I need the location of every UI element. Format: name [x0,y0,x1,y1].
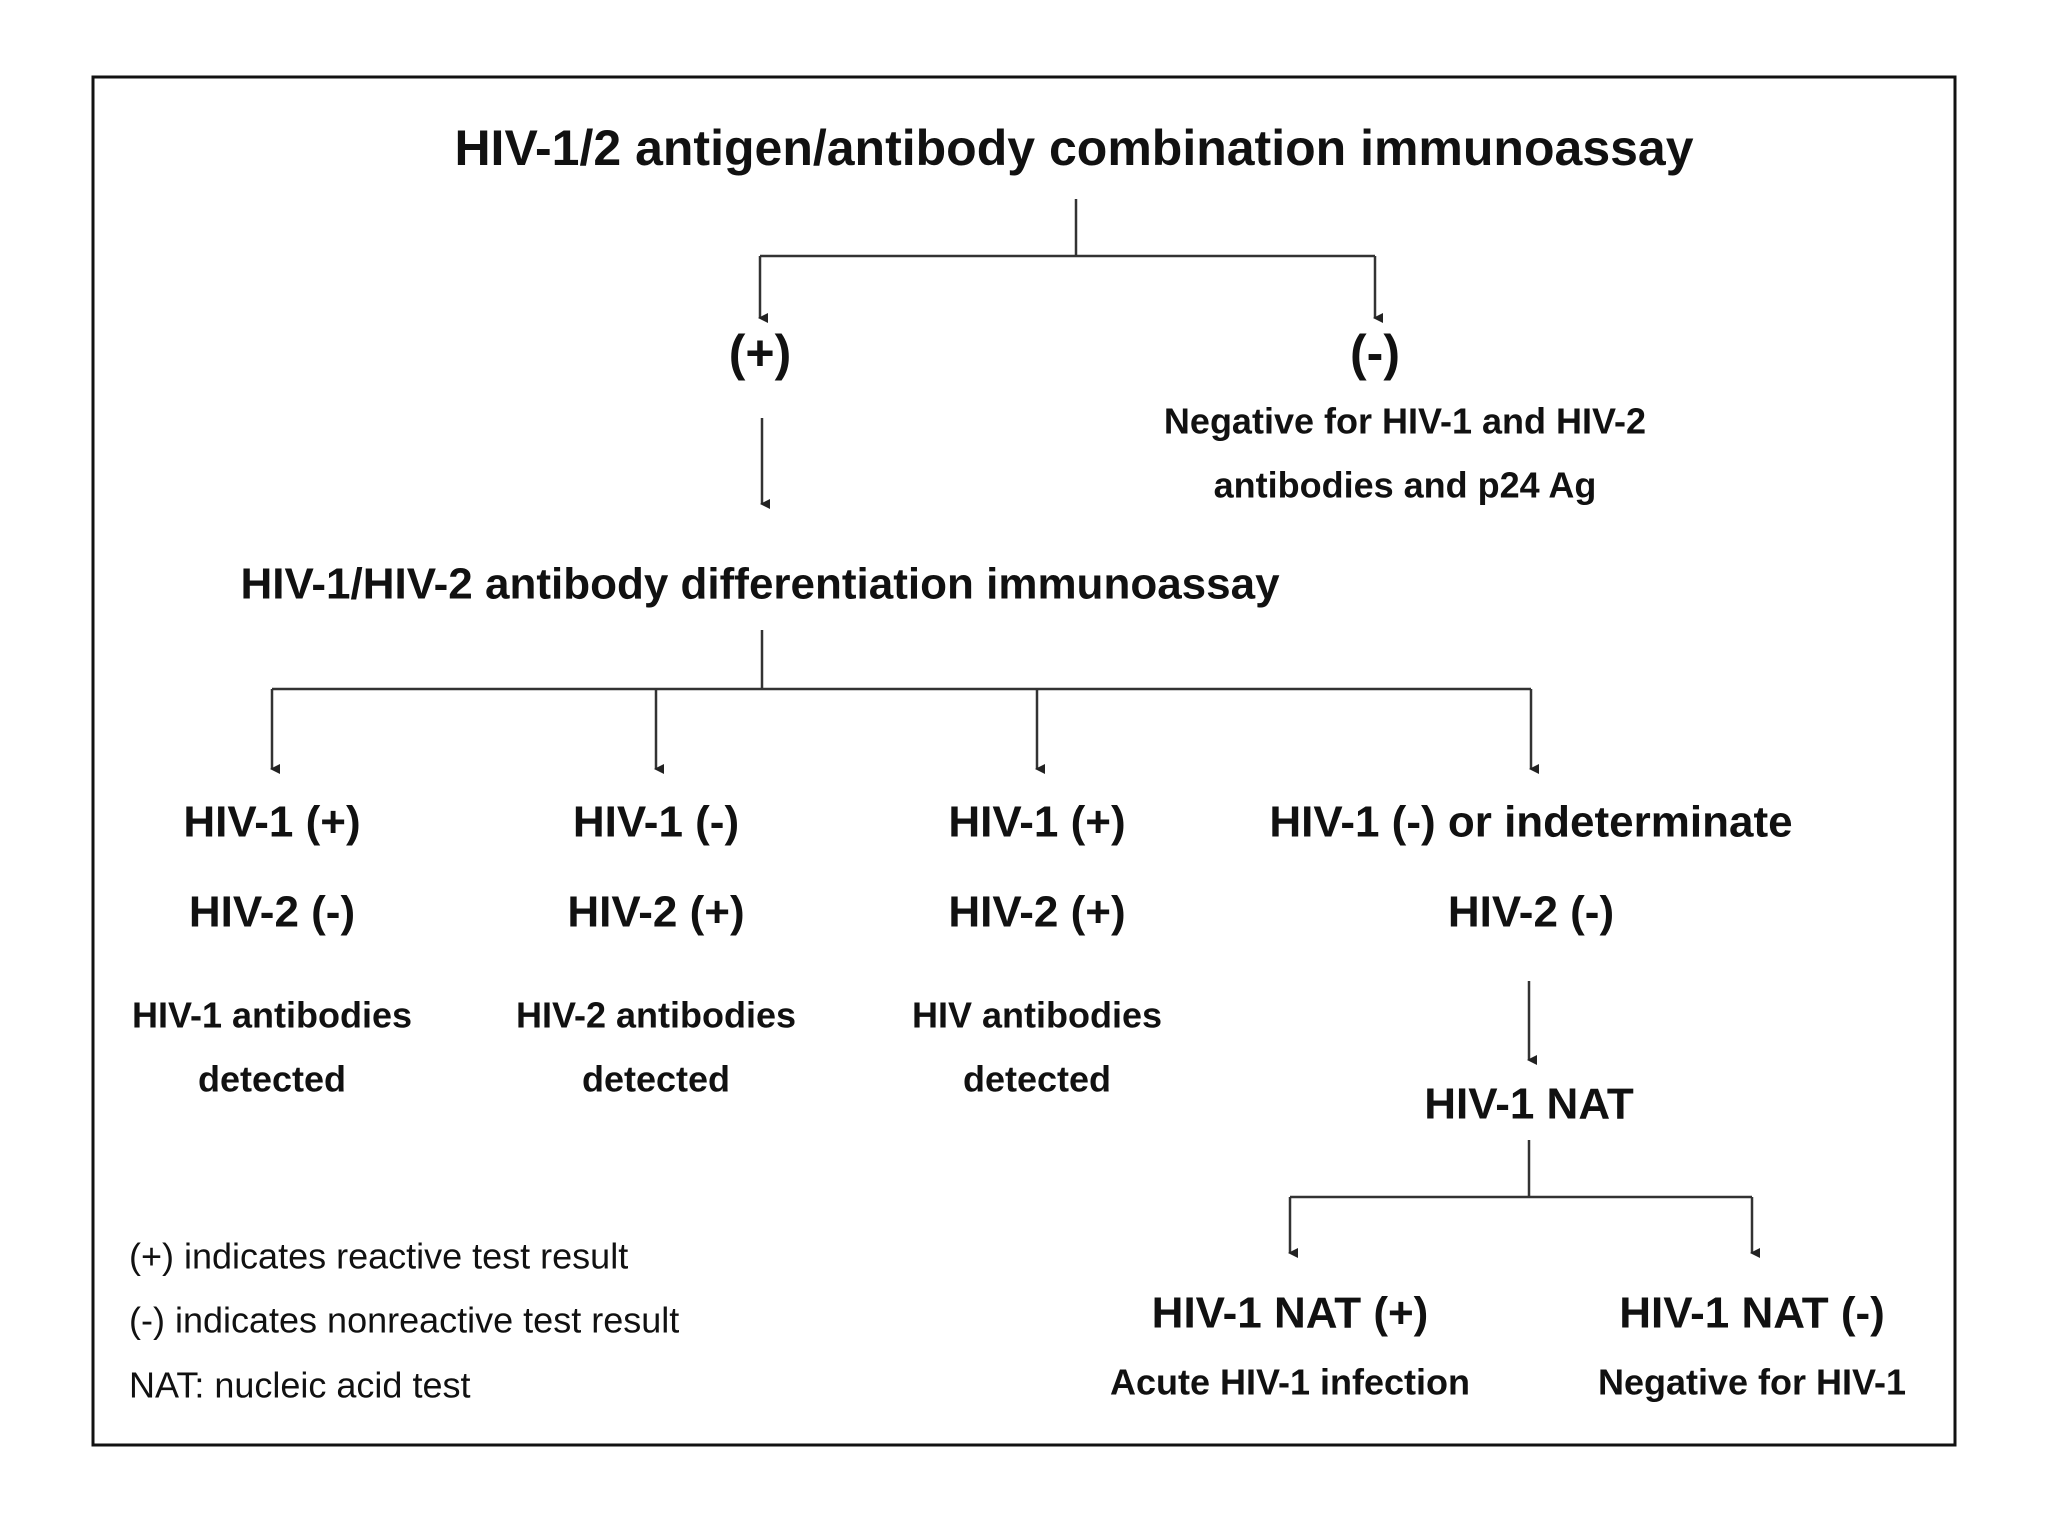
connectors [270,199,1760,1258]
negative-note: antibodies and p24 Ag [1214,465,1597,506]
interpretation: HIV-2 antibodies [516,995,796,1036]
hiv1-result: HIV-1 (-) [573,798,739,847]
positive: (+) [729,325,792,381]
interpretation: detected [582,1059,730,1100]
nat-result: HIV-1 NAT (+) [1152,1289,1429,1338]
negative: (-) [1350,325,1400,381]
interpretation: HIV antibodies [912,995,1162,1036]
interpretation: detected [198,1059,346,1100]
nat-result: HIV-1 NAT (-) [1619,1289,1885,1338]
hiv2-result: HIV-2 (-) [189,888,355,937]
nat-meaning: Acute HIV-1 infection [1110,1362,1470,1403]
nat: HIV-1 NAT [1424,1080,1634,1129]
hiv2-result: HIV-2 (+) [948,888,1125,937]
legend-item: (-) indicates nonreactive test result [129,1300,679,1341]
frame [91,75,1957,1447]
negative-note: Negative for HIV-1 and HIV-2 [1164,401,1646,442]
hiv1-result: HIV-1 (+) [948,798,1125,847]
legend-item: (+) indicates reactive test result [129,1236,628,1277]
title: HIV-1/2 antigen/antibody combination imm… [454,120,1693,176]
second-test: HIV-1/HIV-2 antibody differentiation imm… [240,560,1280,609]
hiv2-result: HIV-2 (-) [1448,888,1614,937]
hiv1-result: HIV-1 (+) [183,798,360,847]
interpretation: HIV-1 antibodies [132,995,412,1036]
hiv2-result: HIV-2 (+) [567,888,744,937]
interpretation: detected [963,1059,1111,1100]
hiv1-result: HIV-1 (-) or indeterminate [1269,798,1792,847]
nat-meaning: Negative for HIV-1 [1598,1362,1906,1403]
legend-item: NAT: nucleic acid test [129,1365,470,1406]
